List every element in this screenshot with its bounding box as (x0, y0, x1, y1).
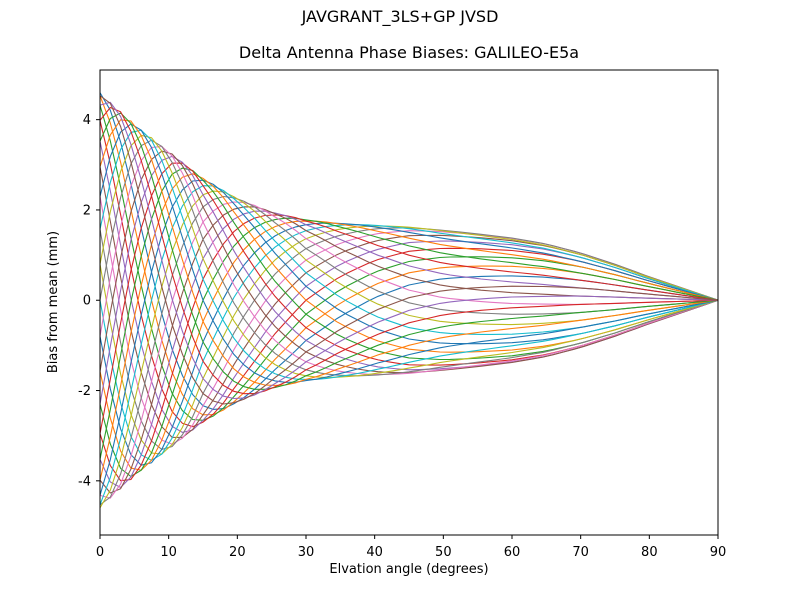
y-tick-label: 0 (83, 294, 91, 309)
y-tick-label: -4 (78, 474, 91, 489)
y-tick-label: 4 (83, 113, 91, 128)
series-line (99, 196, 719, 445)
series-line (99, 214, 719, 482)
series-line (99, 119, 719, 386)
series-line (99, 95, 719, 405)
series-line (99, 106, 719, 395)
series-line (99, 155, 719, 405)
series-line (99, 217, 719, 478)
series-line (99, 134, 719, 378)
series-line (99, 123, 719, 383)
figure-title: JAVGRANT_3LS+GP JVSD (301, 7, 499, 27)
series-group (99, 92, 719, 509)
x-tick-label: 20 (229, 545, 246, 560)
x-axis-label: Elvation angle (degrees) (329, 562, 488, 577)
plot-border (99, 69, 719, 536)
series-line (99, 150, 719, 374)
series-line (99, 145, 719, 375)
x-tick-label: 90 (710, 545, 727, 560)
axes-title: Delta Antenna Phase Biases: GALILEO-E5a (239, 43, 579, 62)
x-tick-label: 80 (641, 545, 658, 560)
series-line (99, 129, 719, 380)
x-tick-label: 40 (366, 545, 383, 560)
series-line (99, 139, 719, 377)
x-tick-label: 0 (96, 545, 104, 560)
y-axis-label: Bias from mean (mm) (46, 231, 61, 373)
series-line (99, 101, 719, 400)
x-tick-label: 50 (435, 545, 452, 560)
y-tick-label: -2 (78, 384, 91, 399)
x-tick-label: 60 (504, 545, 521, 560)
series-line (99, 112, 719, 390)
series-line (99, 166, 719, 438)
series-line (99, 162, 719, 434)
y-tick-label: 2 (83, 203, 91, 218)
x-tick-label: 30 (298, 545, 315, 560)
y-axis-ticks: -4 -2 0 2 4 (78, 113, 100, 489)
x-tick-label: 10 (160, 545, 177, 560)
x-axis-ticks: 0 10 20 30 40 50 60 70 80 90 (96, 535, 726, 560)
x-tick-label: 70 (572, 545, 589, 560)
